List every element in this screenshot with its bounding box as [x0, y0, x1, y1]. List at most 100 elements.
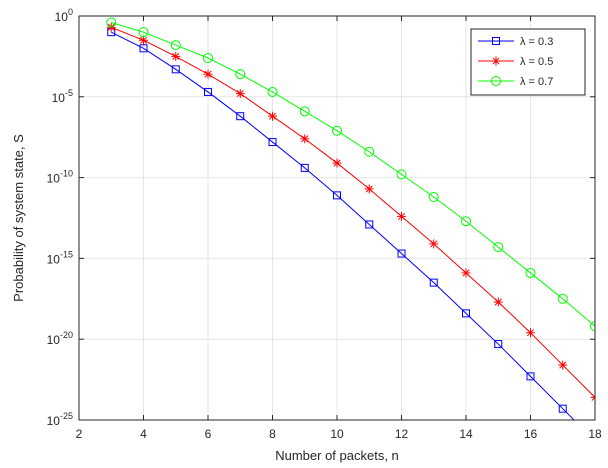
y-tick-label: 10-20 — [47, 330, 73, 347]
series-line — [111, 31, 575, 420]
marker-stroke — [462, 269, 470, 277]
y-tick-base: 10 — [52, 91, 66, 105]
y-tick-base: 10 — [47, 252, 61, 266]
marker-stroke — [559, 361, 567, 369]
series-layer — [106, 17, 595, 420]
marker-stroke — [365, 185, 373, 193]
data-point — [268, 111, 277, 121]
data-point — [300, 134, 310, 144]
y-tick-exponent: 0 — [68, 7, 73, 17]
marker-stroke — [204, 70, 212, 78]
data-point — [429, 239, 439, 249]
x-tick-label: 4 — [140, 427, 147, 441]
data-point — [204, 87, 212, 96]
data-point — [267, 86, 278, 97]
y-tick-base: 10 — [47, 172, 61, 186]
data-point — [139, 35, 148, 45]
x-tick-label: 14 — [459, 427, 473, 441]
marker-stroke — [430, 240, 438, 248]
data-point — [364, 146, 375, 157]
data-point — [171, 51, 181, 61]
legend-label: λ = 0.5 — [520, 56, 553, 68]
data-point — [461, 216, 471, 227]
legend-entry: λ = 0.7 — [478, 76, 553, 88]
x-tick-label: 18 — [588, 427, 602, 441]
marker-stroke — [333, 159, 341, 167]
data-point — [526, 372, 535, 381]
data-point — [170, 40, 181, 51]
data-point — [396, 169, 407, 180]
data-point — [171, 65, 180, 74]
data-point — [558, 404, 567, 413]
data-point — [429, 278, 438, 287]
x-tick-label: 12 — [395, 427, 409, 441]
data-point — [365, 220, 374, 229]
marker-stroke — [591, 396, 595, 401]
data-point — [526, 328, 535, 338]
x-tick-label: 2 — [76, 427, 83, 441]
marker-stroke — [236, 90, 244, 98]
legend: λ = 0.3 λ = 0.5 λ = 0.7 — [470, 28, 586, 96]
x-tick-labels: 2 4 6 8 10 12 14 16 18 — [76, 427, 602, 441]
legend-entry: λ = 0.3 — [478, 36, 553, 48]
data-point — [558, 360, 568, 370]
legend-entry: λ = 0.5 — [478, 56, 553, 68]
data-point — [236, 112, 245, 121]
legend-marker — [491, 56, 501, 66]
legend-label: λ = 0.7 — [520, 76, 553, 88]
series-line — [111, 26, 595, 398]
y-tick-exponent: -5 — [65, 88, 73, 98]
data-point — [397, 249, 406, 258]
legend-items: λ = 0.3 λ = 0.5 λ = 0.7 — [478, 36, 553, 88]
data-point — [364, 184, 374, 194]
data-point — [139, 44, 148, 53]
marker-stroke — [526, 329, 535, 337]
y-tick-exponent: -15 — [60, 249, 73, 259]
data-point — [333, 191, 341, 200]
x-tick-label: 8 — [269, 427, 276, 441]
y-tick-exponent: -10 — [60, 169, 73, 179]
x-axis-label: Number of packets, n — [275, 448, 399, 463]
y-tick-label: 10-25 — [47, 411, 73, 428]
marker-stroke — [492, 57, 500, 65]
data-point — [461, 268, 471, 278]
series-asterisk — [106, 22, 595, 402]
series-circle — [106, 17, 595, 332]
grid — [79, 16, 595, 420]
marker-stroke — [494, 298, 502, 306]
data-point — [590, 321, 595, 332]
y-tick-base: 10 — [55, 10, 69, 24]
legend-box — [470, 28, 586, 96]
data-point — [590, 392, 595, 402]
data-point — [203, 69, 213, 79]
y-tick-base: 10 — [47, 414, 61, 428]
marker-stroke — [397, 212, 406, 220]
marker-stroke — [301, 135, 309, 143]
data-point — [397, 211, 406, 221]
y-tick-label: 10-5 — [52, 88, 73, 105]
series-line — [111, 21, 595, 327]
y-tick-exponent: -20 — [60, 330, 73, 340]
ticks — [78, 15, 596, 421]
data-point — [493, 297, 503, 307]
y-tick-exponent: -25 — [60, 411, 73, 421]
series-square — [107, 28, 575, 420]
data-point — [494, 340, 503, 349]
data-point — [525, 267, 536, 278]
marker-stroke — [172, 52, 180, 60]
x-tick-label: 10 — [330, 427, 344, 441]
legend-label: λ = 0.3 — [520, 36, 553, 48]
data-point — [462, 309, 470, 318]
legend-marker — [491, 76, 501, 86]
data-point — [299, 106, 310, 117]
data-point — [332, 125, 342, 136]
y-tick-label: 10-10 — [47, 169, 73, 186]
data-point — [203, 53, 213, 64]
marker-stroke — [268, 112, 277, 120]
data-point — [138, 27, 149, 38]
data-point — [428, 191, 439, 202]
data-point — [235, 69, 246, 80]
x-tick-label: 6 — [205, 427, 212, 441]
